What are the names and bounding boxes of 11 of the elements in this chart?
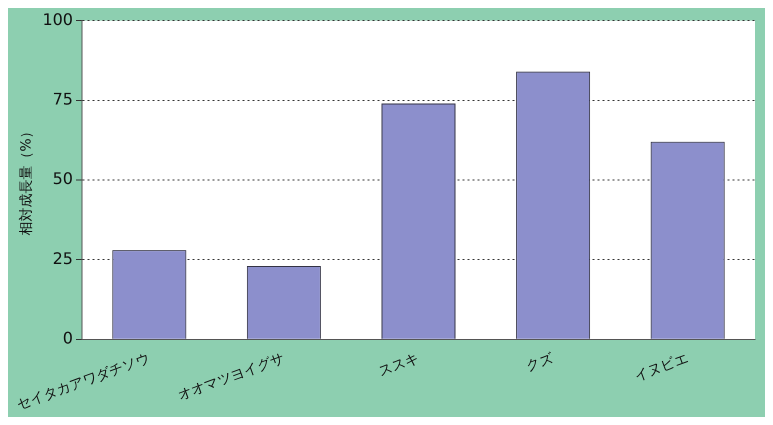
y-tick-label: 100 xyxy=(42,10,73,29)
x-tick-label: オオマツヨイグサ xyxy=(176,350,287,404)
x-tick-label: セイタカアワダチソウ xyxy=(14,350,152,414)
y-axis-title: 相対成長量（%） xyxy=(18,124,35,236)
y-tick-label: 75 xyxy=(52,89,73,108)
y-tick-label: 25 xyxy=(52,248,73,268)
x-tick-label: ススキ xyxy=(376,350,422,380)
y-tick-label: 0 xyxy=(62,328,73,348)
x-tick-label: イヌビエ xyxy=(632,350,690,385)
x-tick-label: クズ xyxy=(524,350,557,375)
y-tick-label: 50 xyxy=(52,169,73,188)
